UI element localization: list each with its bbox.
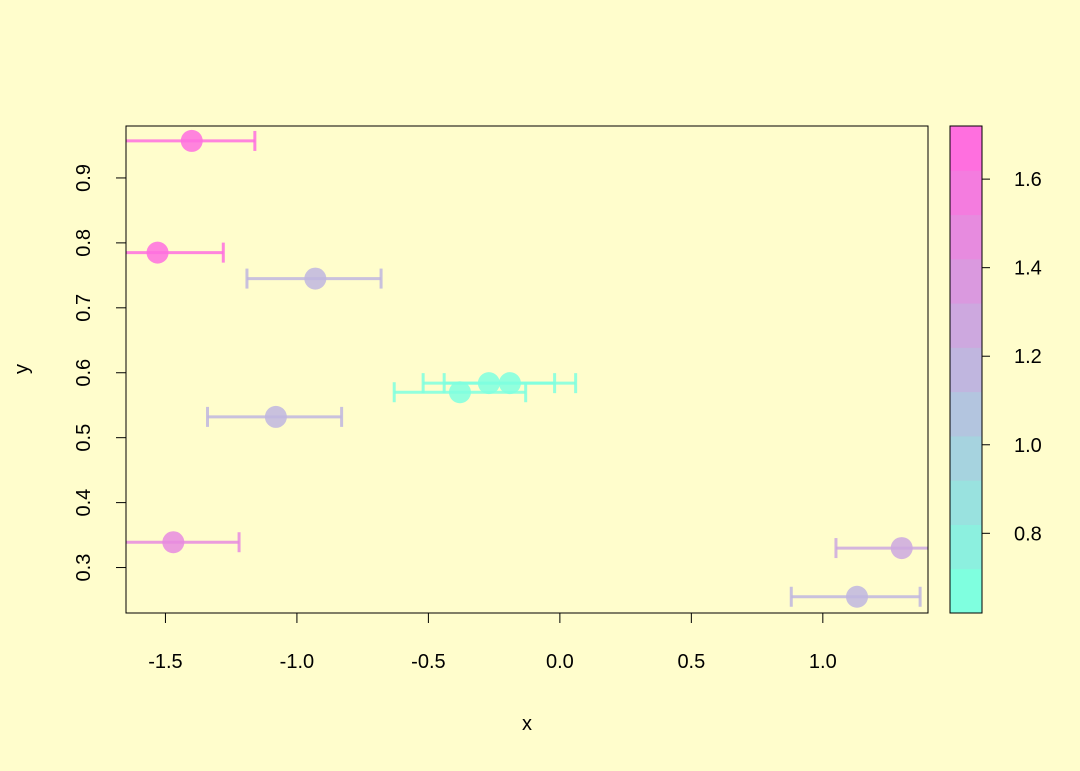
colorbar-band [950,524,982,570]
x-tick-label: 0.5 [677,651,705,673]
x-tick-label: 0.0 [546,651,574,673]
colorbar-band [950,214,982,260]
data-point [264,405,287,428]
data-points [146,129,913,608]
data-point [180,129,203,152]
colorbar-tick-label: 1.4 [1014,258,1042,280]
colorbar-band [950,303,982,348]
y-tick-label: 0.8 [73,229,95,257]
x-tick-label: -0.5 [411,651,445,673]
colorbar [950,126,982,614]
colorbar-band [950,480,982,525]
data-point [162,531,185,554]
colorbar-frame [949,125,983,614]
colorbar-band [950,435,982,481]
y-tick-label: 0.3 [73,554,95,582]
x-axis-label: x [522,713,532,735]
x-tick-label: 1.0 [809,651,837,673]
y-tick-label: 0.6 [73,359,95,387]
data-point [448,381,471,404]
error-bars [126,130,928,607]
y-axis-label: y [11,364,33,374]
colorbar-ticks: 0.8 1.0 1.2 1.4 1.6 [982,169,1042,545]
data-point [890,537,913,560]
y-axis: 0.3 0.4 0.5 0.6 0.7 0.8 0.9 [73,164,127,582]
colorbar-band [950,258,982,304]
data-point [846,585,869,608]
y-tick-label: 0.9 [73,164,95,192]
data-point [304,267,327,290]
y-tick-label: 0.4 [73,489,95,517]
y-tick-label: 0.7 [73,294,95,322]
colorbar-tick-label: 0.8 [1014,523,1042,545]
plot-frame [125,125,929,614]
x-tick-label: -1.5 [148,651,182,673]
colorbar-band [950,568,982,614]
colorbar-tick-label: 1.6 [1014,169,1042,191]
colorbar-band [950,391,982,437]
y-tick-label: 0.5 [73,424,95,452]
data-point [477,372,500,395]
data-point [498,372,521,395]
colorbar-band [950,170,982,216]
x-tick-label: -1.0 [280,651,314,673]
colorbar-tick-label: 1.2 [1014,346,1042,368]
x-axis: -1.5 -1.0 -0.5 0.0 0.5 1.0 [148,612,837,673]
colorbar-band [950,347,982,393]
colorbar-band [950,126,982,171]
colorbar-tick-label: 1.0 [1014,435,1042,457]
data-point [146,241,169,264]
